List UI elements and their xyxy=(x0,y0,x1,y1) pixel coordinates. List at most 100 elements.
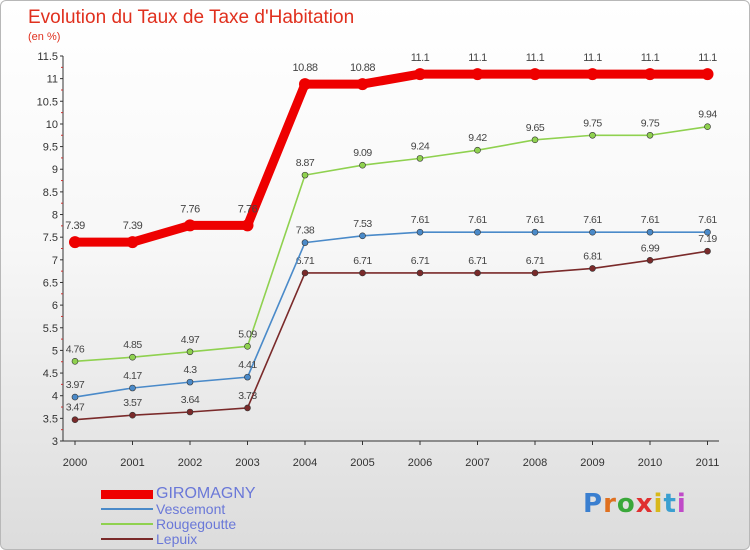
data-point-giromagny xyxy=(126,236,139,249)
data-label-rougegoutte: 9.42 xyxy=(468,132,487,144)
x-tick-label: 2007 xyxy=(465,457,489,469)
data-point-giromagny xyxy=(356,78,369,91)
data-label-vescemont: 7.61 xyxy=(583,214,602,226)
y-tick-label: 8.5 xyxy=(43,187,58,199)
data-label-lepuix: 6.71 xyxy=(296,255,315,267)
data-label-lepuix: 6.71 xyxy=(353,255,372,267)
data-point-lepuix xyxy=(129,411,136,419)
data-point-vescemont xyxy=(71,393,79,401)
data-point-vescemont xyxy=(474,228,481,236)
data-point-lepuix xyxy=(186,408,194,416)
data-label-vescemont: 4.17 xyxy=(123,370,142,382)
data-label-rougegoutte: 4.97 xyxy=(181,334,200,346)
legend-item-vescemont: Vescemont xyxy=(101,502,225,516)
data-label-rougegoutte: 9.65 xyxy=(526,122,545,134)
data-point-vescemont xyxy=(531,228,539,236)
x-tick-label: 2008 xyxy=(523,457,547,469)
legend-item-rougegoutte: Rougegoutte xyxy=(101,517,236,531)
data-label-giromagny: 7.39 xyxy=(123,220,143,232)
legend-label-giromagny: GIROMAGNY xyxy=(156,485,256,502)
y-tick-label: 10 xyxy=(46,119,58,131)
data-point-vescemont xyxy=(704,228,711,236)
series-line-lepuix xyxy=(74,250,709,421)
data-label-rougegoutte: 5.09 xyxy=(238,328,257,340)
data-point-vescemont xyxy=(244,373,251,381)
data-label-giromagny: 11.1 xyxy=(411,52,430,64)
x-tick-label: 2003 xyxy=(235,457,259,469)
y-tick-label: 5 xyxy=(52,345,58,357)
data-label-vescemont: 7.61 xyxy=(468,214,487,226)
data-point-vescemont xyxy=(646,228,654,236)
series-line-rougegoutte xyxy=(74,125,709,363)
data-point-giromagny xyxy=(414,68,426,81)
logo-letter: i xyxy=(676,489,687,519)
x-tick-label: 2009 xyxy=(580,457,604,469)
data-label-lepuix: 6.71 xyxy=(411,255,430,267)
data-point-rougegoutte xyxy=(474,146,481,154)
series-line-vescemont xyxy=(74,231,709,398)
legend-label-vescemont: Vescemont xyxy=(156,501,226,517)
data-point-giromagny xyxy=(644,68,656,81)
data-label-lepuix: 7.19 xyxy=(698,233,717,245)
legend-label-lepuix: Lepuix xyxy=(156,531,198,547)
x-tick-label: 2011 xyxy=(696,457,720,469)
data-label-rougegoutte: 9.75 xyxy=(583,117,602,129)
y-tick-label: 9.5 xyxy=(43,142,58,154)
data-label-vescemont: 7.61 xyxy=(641,214,660,226)
data-point-rougegoutte xyxy=(129,353,136,361)
data-label-rougegoutte: 8.87 xyxy=(296,157,315,169)
data-point-giromagny xyxy=(529,68,541,81)
data-label-lepuix: 3.64 xyxy=(181,394,200,406)
data-label-giromagny: 11.1 xyxy=(583,52,602,64)
data-point-vescemont xyxy=(186,378,194,386)
data-label-giromagny: 7.76 xyxy=(180,203,200,215)
y-tick-label: 11.5 xyxy=(37,51,58,63)
data-point-rougegoutte xyxy=(589,131,596,139)
legend-item-lepuix: Lepuix xyxy=(101,532,197,546)
data-label-rougegoutte: 9.24 xyxy=(411,140,430,152)
data-point-vescemont xyxy=(129,384,136,392)
data-label-giromagny: 7.39 xyxy=(65,220,85,232)
data-point-vescemont xyxy=(416,228,424,236)
data-label-lepuix: 3.47 xyxy=(66,402,85,414)
y-tick-label: 3.5 xyxy=(43,413,58,425)
data-label-vescemont: 7.61 xyxy=(411,214,430,226)
logo-letter: P xyxy=(583,489,604,519)
data-point-vescemont xyxy=(589,228,596,236)
proxiti-logo: Proxiti xyxy=(583,489,687,519)
y-tick-label: 9 xyxy=(52,164,58,176)
data-label-lepuix: 6.71 xyxy=(526,255,545,267)
x-tick-label: 2002 xyxy=(178,457,202,469)
data-point-lepuix xyxy=(244,404,251,412)
data-point-giromagny xyxy=(69,236,81,249)
data-point-lepuix xyxy=(531,269,539,277)
data-label-vescemont: 7.61 xyxy=(526,214,545,226)
data-label-giromagny: 10.88 xyxy=(292,62,317,74)
data-label-lepuix: 6.81 xyxy=(583,250,602,262)
legend-item-giromagny: GIROMAGNY xyxy=(101,485,256,502)
data-label-vescemont: 4.41 xyxy=(238,359,257,371)
data-label-lepuix: 6.71 xyxy=(468,255,487,267)
data-point-giromagny xyxy=(299,78,311,91)
legend-swatch-rougegoutte xyxy=(101,523,153,525)
data-point-lepuix xyxy=(474,269,481,277)
data-point-giromagny xyxy=(241,219,254,232)
data-label-lepuix: 3.73 xyxy=(238,390,257,402)
data-point-vescemont xyxy=(359,232,366,240)
data-point-lepuix xyxy=(416,269,424,277)
y-tick-label: 6 xyxy=(52,300,58,312)
chart-title: Evolution du Taux de Taxe d'Habitation xyxy=(28,7,355,28)
legend-swatch-giromagny xyxy=(101,489,153,499)
chart-unit: (en %) xyxy=(28,31,61,43)
data-label-rougegoutte: 9.94 xyxy=(698,109,717,121)
y-tick-label: 11 xyxy=(47,74,58,86)
data-label-vescemont: 7.38 xyxy=(296,225,315,237)
logo-letter: x xyxy=(635,489,654,519)
data-label-giromagny: 11.1 xyxy=(526,52,545,64)
data-point-rougegoutte xyxy=(646,131,654,139)
x-tick-label: 2010 xyxy=(638,457,662,469)
data-point-giromagny xyxy=(471,68,484,81)
data-label-vescemont: 7.61 xyxy=(698,214,717,226)
